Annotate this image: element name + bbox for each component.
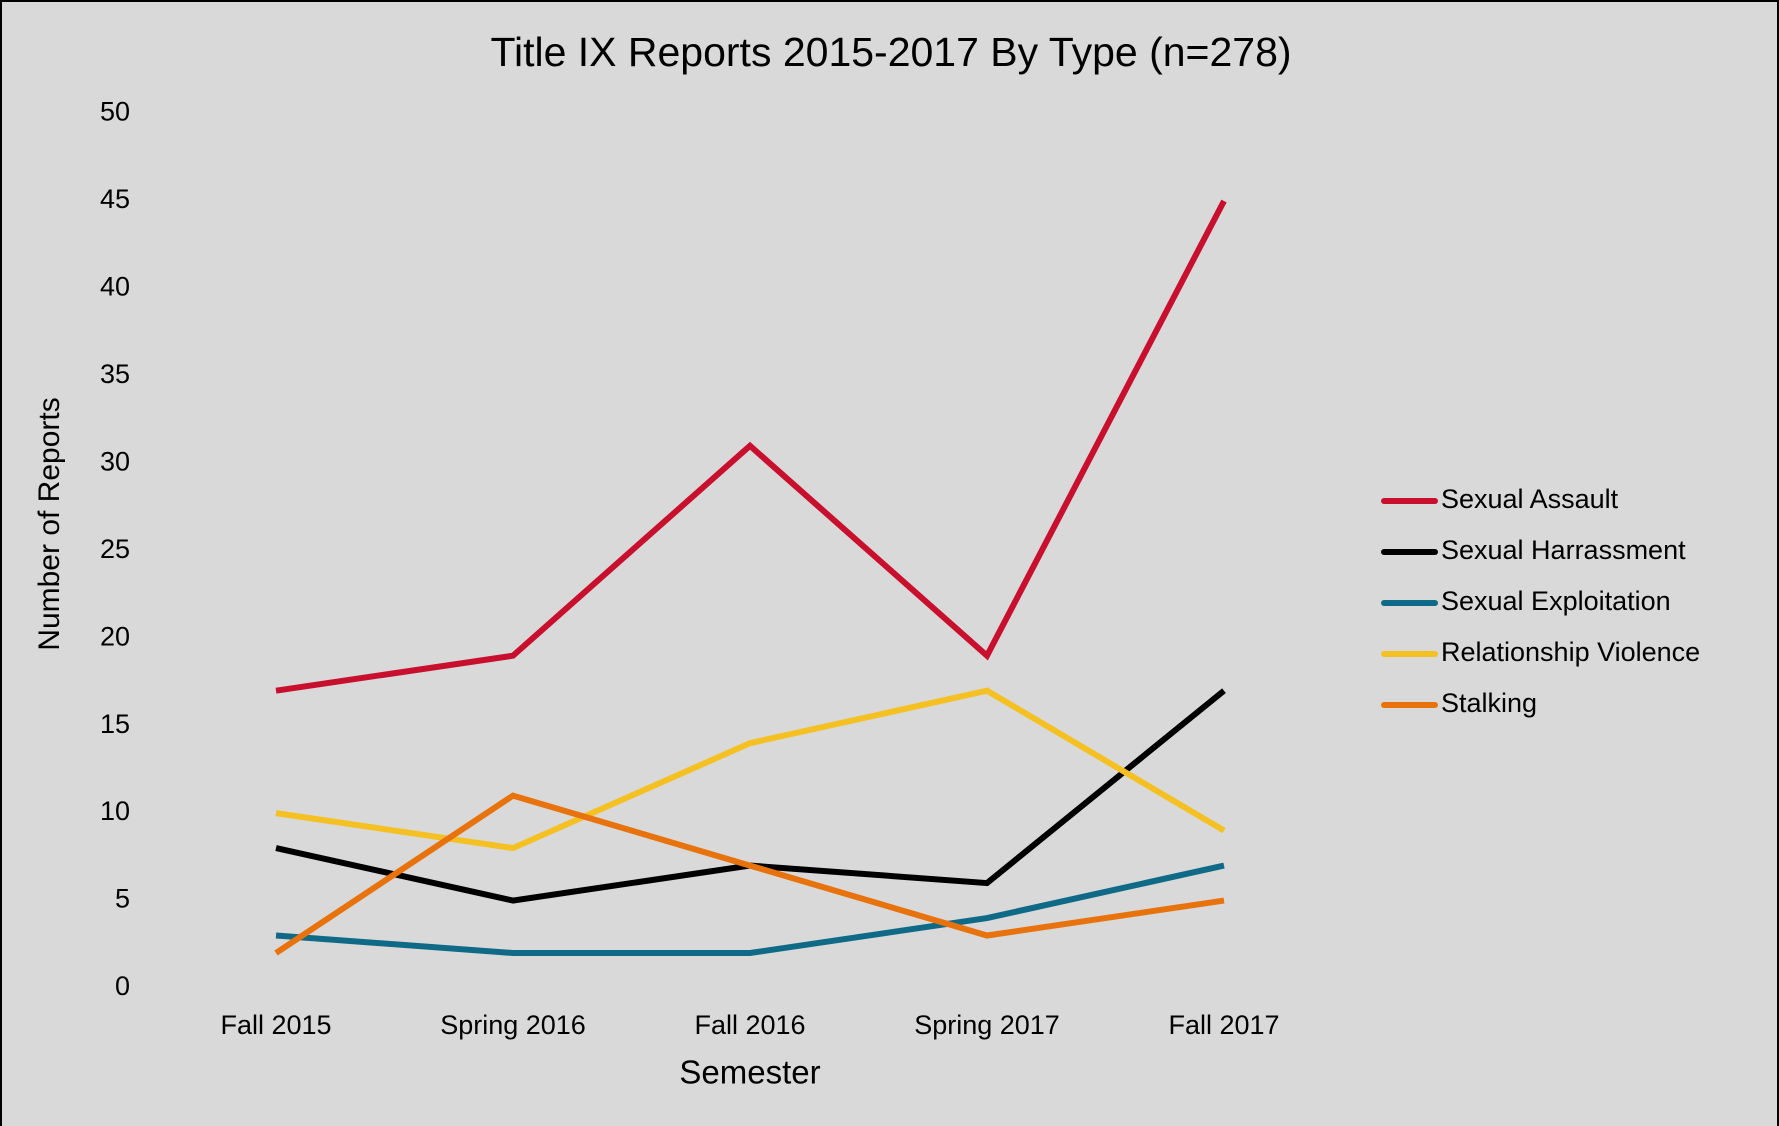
chart-title: Title IX Reports 2015-2017 By Type (n=27…: [490, 29, 1291, 75]
y-tick-label: 5: [115, 884, 130, 914]
y-tick-label: 10: [100, 796, 130, 826]
legend-label: Stalking: [1441, 688, 1537, 718]
y-tick-label: 20: [100, 621, 130, 651]
x-tick-label: Spring 2016: [440, 1010, 586, 1040]
x-tick-label: Spring 2017: [914, 1010, 1060, 1040]
y-tick-label: 15: [100, 709, 130, 739]
series-line: [275, 862, 1225, 957]
x-tick-label: Fall 2016: [694, 1010, 805, 1040]
x-tick-label: Fall 2015: [220, 1010, 331, 1040]
y-tick-label: 35: [100, 359, 130, 389]
legend-label: Sexual Exploitation: [1441, 586, 1671, 616]
y-axis-title: Number of Reports: [33, 397, 66, 650]
series-line: [274, 792, 1225, 956]
x-axis-title: Semester: [679, 1054, 820, 1091]
y-tick-label: 25: [100, 534, 130, 564]
y-tick-label: 45: [100, 184, 130, 214]
series-line: [275, 199, 1227, 694]
y-tick-label: 0: [115, 971, 130, 1001]
legend-label: Sexual Assault: [1441, 484, 1619, 514]
y-tick-label: 40: [100, 272, 130, 302]
y-tick-label: 50: [100, 97, 130, 127]
legend-label: Sexual Harrassment: [1441, 535, 1686, 565]
x-tick-label: Fall 2017: [1168, 1010, 1279, 1040]
y-tick-label: 30: [100, 446, 130, 476]
series-line: [275, 687, 1226, 852]
legend-label: Relationship Violence: [1441, 637, 1700, 667]
